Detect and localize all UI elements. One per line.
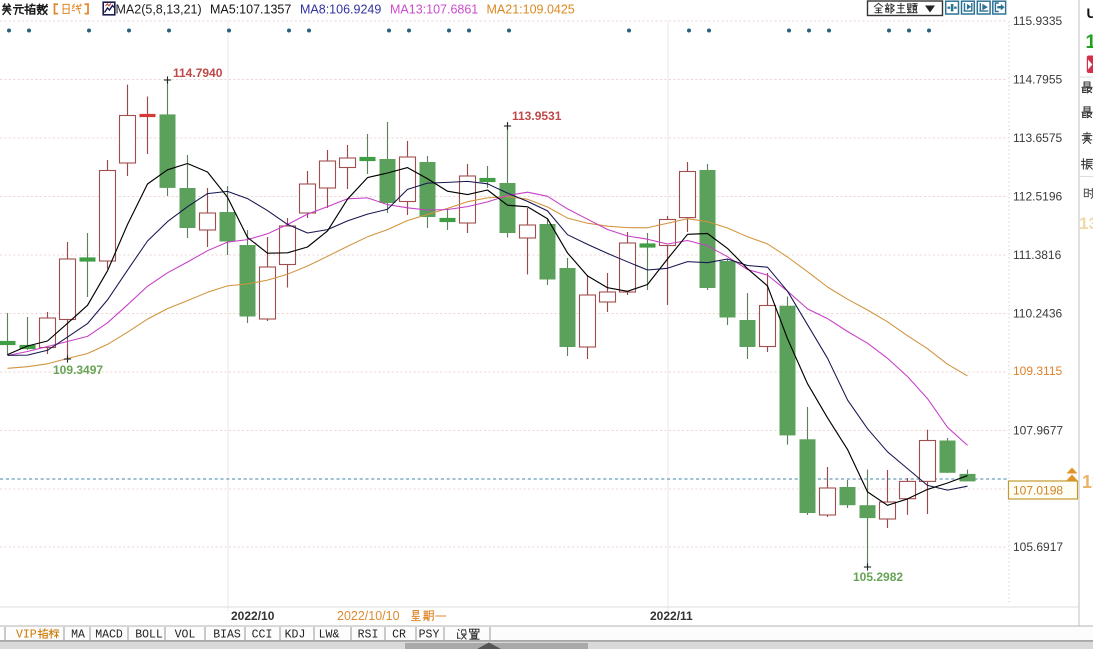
svg-text:CCI: CCI	[252, 629, 273, 642]
svg-text:110.2436: 110.2436	[1013, 307, 1062, 321]
svg-text:113.6575: 113.6575	[1013, 131, 1062, 145]
svg-text:LW&: LW&	[319, 629, 340, 642]
svg-text:US: US	[1087, 5, 1093, 21]
svg-text:MA2(5,8,13,21): MA2(5,8,13,21)	[116, 3, 202, 17]
svg-text:107.0198: 107.0198	[1013, 484, 1063, 498]
svg-text:RSI: RSI	[358, 629, 379, 642]
svg-text:MA13:107.6861: MA13:107.6861	[390, 3, 478, 17]
svg-text:MA8:106.9249: MA8:106.9249	[300, 3, 381, 17]
svg-text:KDJ: KDJ	[285, 629, 306, 642]
svg-text:109.3115: 109.3115	[1013, 364, 1062, 378]
svg-text:114.7940: 114.7940	[173, 66, 223, 80]
svg-text:115.9335: 115.9335	[1013, 14, 1062, 28]
svg-text:CR: CR	[392, 629, 406, 642]
svg-text:13: 13	[1079, 214, 1093, 233]
svg-text:MA5:107.1357: MA5:107.1357	[210, 3, 291, 17]
svg-text:MA21:109.0425: MA21:109.0425	[487, 3, 575, 17]
svg-text:105.6917: 105.6917	[1013, 540, 1063, 554]
svg-text:10: 10	[1086, 32, 1093, 53]
svg-text:107.9677: 107.9677	[1013, 424, 1063, 438]
svg-text:109.3497: 109.3497	[53, 363, 103, 377]
svg-text:111.3816: 111.3816	[1013, 248, 1062, 262]
svg-text:113.9531: 113.9531	[512, 109, 562, 123]
svg-text:114.7955: 114.7955	[1013, 73, 1062, 87]
svg-text:13: 13	[1082, 472, 1093, 492]
svg-text:BIAS: BIAS	[213, 629, 241, 642]
svg-text:2022/10: 2022/10	[231, 609, 275, 623]
svg-text:MA: MA	[71, 629, 85, 642]
svg-text:2022/11: 2022/11	[650, 609, 693, 623]
svg-text:PSY: PSY	[419, 629, 440, 642]
svg-text:MACD: MACD	[95, 629, 123, 642]
svg-text:2022/10/10: 2022/10/10	[337, 609, 400, 623]
svg-text:BOLL: BOLL	[135, 629, 163, 642]
svg-text:VIP: VIP	[16, 629, 37, 642]
svg-text:105.2982: 105.2982	[853, 570, 903, 584]
svg-text:112.5196: 112.5196	[1013, 190, 1062, 204]
svg-text:VOL: VOL	[175, 629, 196, 642]
